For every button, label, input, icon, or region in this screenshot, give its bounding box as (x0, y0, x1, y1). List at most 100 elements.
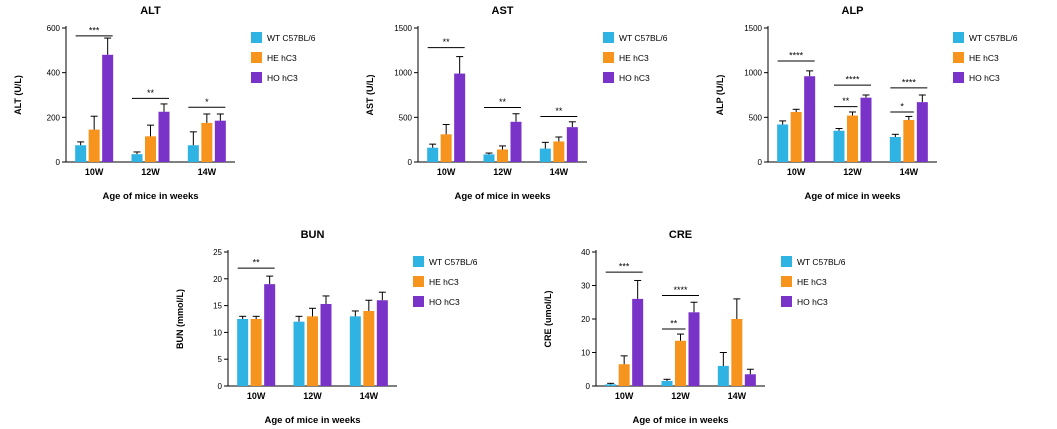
legend-swatch (781, 256, 792, 267)
bar-alp-s0-g2 (889, 136, 901, 162)
bar-cre-s2-g1 (688, 312, 700, 386)
x-tick-label: 14W (900, 167, 919, 177)
chart-panel-alp: 0 500 1000 1500 10W 12W 14W **** ** **** * **** ALP A… (710, 2, 1057, 209)
significance-stars: * (900, 101, 904, 111)
x-tick-label: 12W (843, 167, 862, 177)
bar-alt-s2-g0 (102, 54, 114, 162)
bar-cre-s2-g2 (744, 374, 756, 386)
bar-bun-s1-g0 (250, 319, 262, 386)
significance-stars: **** (902, 77, 917, 87)
bar-cre-s0-g1 (661, 380, 673, 386)
legend-swatch (603, 72, 614, 83)
bar-bun-s2-g1 (320, 303, 332, 386)
chart-panel-ast: 0 500 1000 1500 10W 12W 14W ** ** ** AST AST (U/L) A… (360, 2, 707, 209)
bar-ast-s1-g2 (553, 141, 565, 162)
legend-swatch (251, 52, 262, 63)
y-tick-label: 1500 (744, 24, 762, 33)
bar-alt-s0-g1 (131, 154, 143, 162)
significance-stars: ** (147, 88, 155, 98)
legend-swatch (603, 32, 614, 43)
y-tick-label: 0 (408, 158, 413, 167)
x-tick-label: 10W (85, 167, 104, 177)
bar-bun-s0-g2 (349, 316, 361, 386)
bar-alp-s2-g0 (804, 76, 816, 162)
chart-panel-bun: 0 5 10 15 20 25 10W 12W 14W ** BUN BUN (mmol/L) Age … (170, 226, 517, 429)
bar-alp-s2-g2 (916, 102, 928, 162)
x-tick-label: 14W (198, 167, 217, 177)
x-tick-label: 12W (671, 391, 690, 401)
x-tick-label: 12W (141, 167, 160, 177)
bar-bun-s0-g0 (237, 319, 249, 386)
bar-alt-s1-g0 (88, 129, 100, 162)
chart-panel-cre: 0 10 20 30 40 10W 12W 14W *** ** **** CRE CRE (umol/… (538, 226, 885, 429)
bar-alt-s0-g0 (75, 145, 87, 162)
chart-panel-alt: 0 200 400 600 10W 12W 14W *** ** * ALT ALT (U/L) Age… (8, 2, 355, 209)
x-tick-label: 12W (493, 167, 512, 177)
bar-bun-s1-g2 (363, 310, 375, 386)
bar-alt-s2-g2 (214, 120, 226, 162)
significance-stars: ** (499, 97, 507, 107)
y-tick-label: 500 (399, 113, 413, 122)
y-tick-label: 1000 (394, 69, 412, 78)
y-tick-label: 10 (213, 328, 222, 337)
y-axis-label: ALP (U/L) (715, 75, 725, 116)
y-tick-label: 500 (749, 113, 763, 122)
legend-label: WT C57BL/6 (267, 33, 316, 43)
bar-ast-s1-g1 (497, 149, 508, 162)
y-axis-label: ALT (U/L) (13, 75, 23, 115)
x-tick-label: 10W (437, 167, 456, 177)
x-tick-label: 10W (247, 391, 266, 401)
chart-title: CRE (669, 229, 692, 241)
bar-bun-s2-g0 (264, 284, 276, 386)
x-axis-label: Age of mice in weeks (804, 191, 900, 202)
legend-swatch (953, 72, 964, 83)
bar-bun-s2-g2 (376, 300, 388, 386)
y-tick-label: 40 (581, 248, 590, 257)
y-tick-label: 10 (581, 349, 590, 358)
y-tick-label: 30 (581, 282, 590, 291)
significance-stars: ** (443, 37, 451, 47)
x-tick-label: 14W (550, 167, 569, 177)
legend-swatch (953, 52, 964, 63)
bar-ast-s1-g0 (440, 134, 452, 162)
bar-alt-s1-g2 (201, 122, 213, 162)
x-tick-label: 12W (303, 391, 322, 401)
y-tick-label: 5 (218, 355, 223, 364)
bar-alp-s2-g1 (860, 97, 872, 162)
significance-stars: **** (789, 51, 804, 61)
y-tick-label: 0 (56, 158, 61, 167)
bar-alp-s1-g0 (790, 111, 802, 162)
x-axis-label: Age of mice in weeks (102, 191, 198, 202)
x-axis-label: Age of mice in weeks (264, 415, 360, 426)
legend-label: WT C57BL/6 (797, 257, 846, 267)
bar-cre-s1-g0 (618, 364, 630, 386)
significance-stars: **** (845, 75, 860, 85)
legend-label: HE hC3 (797, 277, 827, 287)
bar-alt-s0-g2 (187, 145, 199, 162)
legend-label: HE hC3 (267, 53, 297, 63)
y-tick-label: 0 (758, 158, 763, 167)
bar-alt-s2-g1 (158, 111, 170, 162)
y-tick-label: 0 (218, 382, 223, 391)
y-axis-label: AST (U/L) (365, 75, 375, 116)
significance-stars: ** (842, 96, 850, 106)
x-tick-label: 10W (615, 391, 634, 401)
significance-stars: ** (253, 258, 261, 268)
y-tick-label: 20 (581, 315, 590, 324)
significance-stars: *** (89, 25, 100, 35)
chart-title: ALT (140, 5, 161, 17)
bar-alp-s1-g1 (847, 115, 858, 162)
y-axis-label: BUN (mmol/L) (175, 289, 185, 349)
bar-ast-s2-g2 (566, 127, 578, 162)
bar-cre-s1-g1 (675, 340, 686, 386)
legend-label: HO hC3 (969, 73, 1000, 83)
chart-title: AST (492, 5, 514, 17)
x-axis-label: Age of mice in weeks (454, 191, 550, 202)
y-tick-label: 25 (213, 248, 222, 257)
legend-swatch (781, 276, 792, 287)
x-tick-label: 10W (787, 167, 806, 177)
legend-label: HO hC3 (797, 297, 828, 307)
